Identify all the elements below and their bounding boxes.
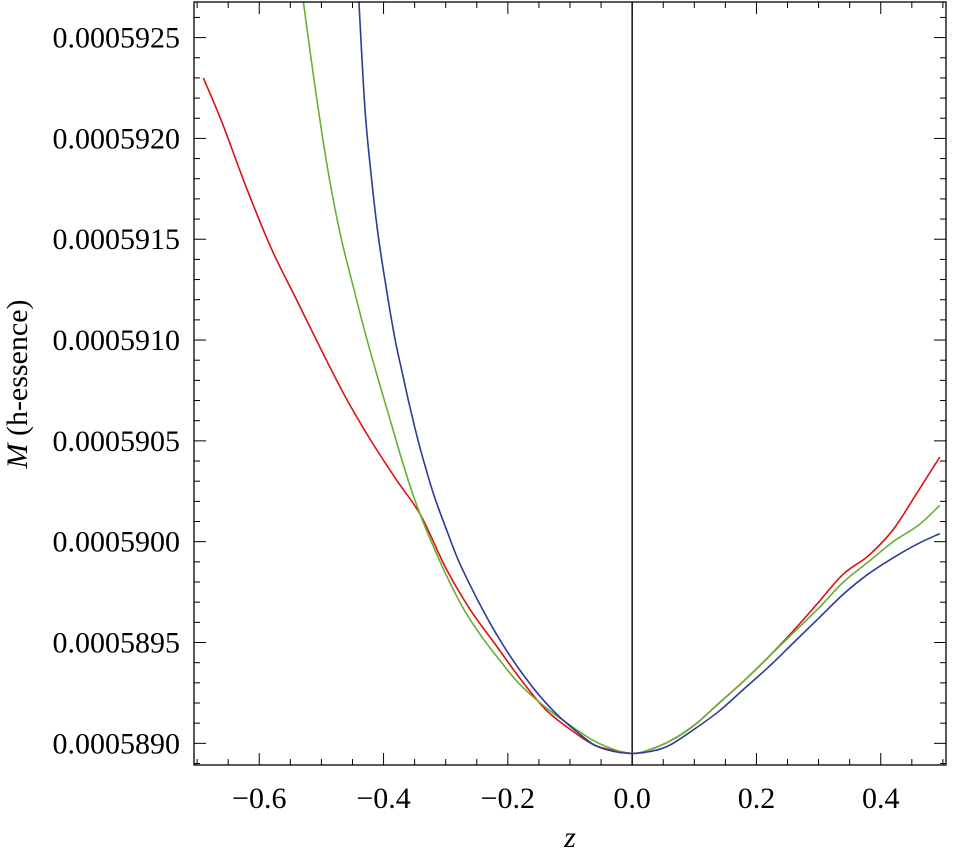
y-tick-label: 0.0005915 [53,223,181,256]
x-tick-label: −0.2 [481,782,535,815]
x-tick-label: 0.2 [738,782,776,815]
y-axis-title-text: (h-essence) [1,299,34,443]
y-axis-title: M (h-essence) [1,299,34,469]
y-tick-label: 0.0005895 [53,627,181,660]
x-tick-labels: −0.6 −0.4 −0.2 0.0 0.2 0.4 [232,782,899,815]
y-tick-label: 0.0005890 [53,727,181,760]
y-tick-labels: 0.0005890 0.0005895 0.0005900 0.0005905 0.00… [53,22,181,761]
x-tick-label: 0.4 [862,782,900,815]
y-tick-label: 0.0005905 [53,425,181,458]
y-tick-label: 0.0005920 [53,122,181,155]
y-axis-title-symbol: M [1,442,34,470]
x-tick-label: −0.6 [232,782,286,815]
y-tick-label: 0.0005925 [53,22,181,55]
x-tick-label: 0.0 [613,782,651,815]
x-tick-label: −0.4 [356,782,410,815]
x-axis-title: z [563,821,576,853]
plot-area [194,2,946,765]
y-tick-label: 0.0005900 [53,526,181,559]
y-tick-label: 0.0005910 [53,324,181,357]
